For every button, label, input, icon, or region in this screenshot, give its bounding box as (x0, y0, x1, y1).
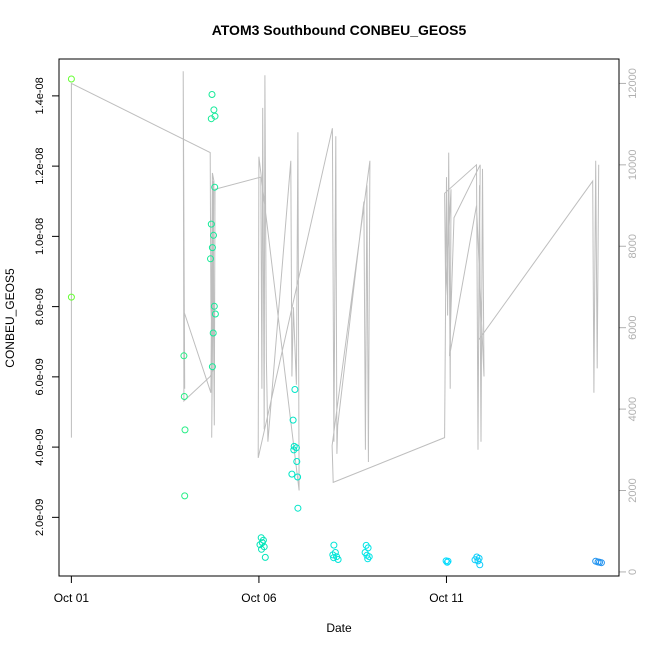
y-tick-label: 8.0e-09 (34, 288, 46, 325)
data-point (258, 539, 266, 547)
y2-tick-label: 8000 (627, 234, 639, 258)
plot-frame (58, 58, 620, 577)
y2-tick-label: 12000 (627, 68, 639, 99)
data-point (444, 557, 452, 565)
data-point (443, 558, 451, 566)
y2-tick-label: 2000 (627, 478, 639, 502)
y-tick-label: 1.0e-08 (34, 218, 46, 255)
data-point (207, 220, 215, 228)
data-point (180, 352, 188, 360)
data-point (210, 231, 217, 239)
y2-tick-label: 0 (627, 569, 639, 575)
data-point (330, 554, 338, 562)
x-tick-label: Oct 11 (429, 591, 464, 605)
data-point (293, 458, 301, 465)
data-point (207, 115, 215, 123)
data-point (288, 470, 296, 478)
data-point (597, 559, 605, 567)
data-point (256, 541, 264, 549)
y2-tick-label: 6000 (627, 315, 639, 339)
y-tick-label: 1.2e-08 (34, 147, 46, 184)
y-tick-label: 4.0e-09 (34, 428, 46, 465)
x-tick-label: Oct 06 (241, 591, 277, 605)
x-axis-label: Date (326, 621, 352, 635)
data-point (181, 426, 189, 434)
data-point (334, 556, 342, 563)
y-tick-label: 6.0e-09 (34, 358, 46, 395)
data-point (290, 446, 298, 454)
data-point (294, 504, 302, 512)
data-point (211, 183, 219, 191)
data-point (476, 561, 484, 569)
altitude-line-layer (70, 71, 600, 491)
data-point (210, 302, 218, 310)
data-point (471, 556, 479, 564)
data-point (330, 541, 338, 549)
chart-title: ATOM3 Southbound CONBEU_GEOS5 (212, 22, 467, 38)
data-point (67, 75, 75, 83)
x-tick-label: Oct 01 (54, 591, 90, 605)
data-point (289, 416, 297, 424)
y-tick-label: 1.4e-08 (34, 77, 46, 114)
y2-tick-label: 10000 (627, 150, 639, 181)
data-point (208, 91, 216, 98)
data-points-layer (67, 75, 605, 569)
data-point (291, 386, 299, 393)
data-point (329, 551, 337, 559)
data-point (67, 293, 75, 301)
y-tick-label: 2.0e-09 (34, 499, 46, 536)
data-point (180, 393, 188, 400)
altitude-line (70, 71, 600, 491)
data-point (211, 310, 219, 318)
data-point (207, 255, 214, 263)
data-point (210, 106, 218, 114)
data-point (258, 545, 265, 553)
data-point (365, 553, 373, 561)
data-point (208, 244, 216, 252)
data-point (209, 329, 217, 337)
data-point (181, 492, 189, 500)
data-point (474, 557, 482, 565)
data-point (364, 555, 372, 563)
y-axis-label: CONBEU_GEOS5 (3, 268, 17, 368)
data-point (208, 363, 216, 371)
data-point (294, 473, 302, 481)
y2-tick-label: 4000 (627, 397, 639, 421)
data-point (261, 553, 269, 561)
